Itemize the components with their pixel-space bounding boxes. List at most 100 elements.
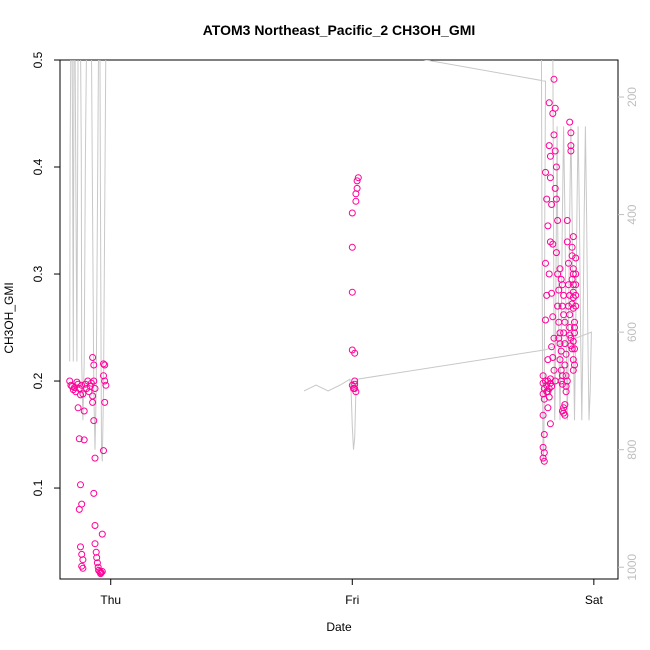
data-point	[77, 543, 84, 551]
x-tick-label: Sat	[585, 593, 604, 607]
right-axis: 200 400 600 800 1000	[618, 87, 639, 581]
data-point	[89, 398, 97, 406]
data-point	[546, 174, 554, 182]
data-point	[545, 99, 553, 107]
data-point	[94, 563, 102, 571]
data-point	[351, 349, 359, 357]
data-point	[78, 550, 86, 558]
data-point	[545, 142, 553, 150]
data-point	[565, 259, 572, 267]
data-point	[569, 337, 577, 345]
data-point	[554, 302, 562, 310]
plot-frame	[59, 59, 619, 580]
data-point	[556, 340, 564, 348]
data-point	[100, 447, 107, 455]
data-point	[566, 311, 574, 319]
data-point	[569, 366, 577, 374]
data-point	[348, 288, 356, 296]
data-point	[562, 350, 570, 358]
data-point	[569, 304, 577, 312]
data-point	[80, 436, 88, 444]
data-point	[550, 75, 558, 83]
data-point	[546, 152, 554, 160]
data-point	[567, 147, 575, 155]
data-point	[566, 324, 574, 331]
data-point	[74, 380, 82, 388]
data-point	[561, 411, 569, 419]
data-point	[98, 530, 106, 538]
data-point	[539, 454, 547, 462]
profile-line-layer	[69, 60, 592, 462]
data-point	[572, 302, 580, 310]
data-point	[571, 324, 578, 331]
data-point	[558, 380, 566, 388]
data-point	[571, 318, 578, 326]
data-point	[545, 270, 553, 278]
data-point	[100, 360, 107, 368]
data-point	[90, 489, 98, 497]
data-point	[561, 401, 569, 409]
data-point	[555, 286, 563, 294]
data-point	[546, 238, 554, 246]
x-tick-label: Thu	[100, 593, 121, 607]
chart-title: ATOM3 Northeast_Pacific_2 CH3OH_GMI	[203, 22, 476, 38]
data-point	[91, 522, 99, 529]
data-point	[548, 343, 556, 351]
data-point	[563, 238, 571, 246]
data-point	[549, 313, 557, 321]
data-point	[353, 177, 361, 185]
data-point	[551, 147, 559, 155]
data-point	[348, 381, 356, 389]
data-point	[568, 252, 576, 260]
data-point	[544, 404, 552, 412]
data-point	[544, 388, 552, 396]
data-point	[89, 392, 97, 400]
data-point	[549, 354, 557, 361]
data-point	[75, 505, 83, 513]
data-point	[542, 316, 549, 324]
data-point	[101, 377, 109, 385]
data-point	[563, 217, 571, 224]
data-point	[556, 356, 564, 364]
data-point	[569, 294, 577, 302]
data-point	[548, 289, 556, 297]
data-point	[568, 243, 576, 251]
data-point	[348, 243, 356, 251]
data-point	[92, 548, 100, 556]
data-point	[101, 361, 109, 369]
data-point	[91, 385, 99, 392]
data-point	[74, 404, 82, 412]
data-point	[90, 377, 98, 385]
data-point	[557, 347, 565, 355]
data-point	[565, 281, 572, 289]
y-tick-label: 0.4	[31, 158, 45, 175]
data-point	[572, 281, 580, 289]
y2-tick-label: 200	[625, 87, 639, 107]
data-point	[562, 382, 570, 390]
y-axis-label: CH3OH_GMI	[2, 282, 16, 353]
data-point	[549, 110, 557, 117]
data-point	[552, 195, 560, 203]
data-point	[542, 168, 549, 176]
data-point	[79, 564, 87, 572]
data-point	[572, 291, 580, 299]
data-point	[571, 329, 578, 337]
data-point	[87, 379, 95, 387]
data-point	[569, 281, 577, 289]
data-point	[571, 361, 578, 369]
data-point	[352, 197, 360, 205]
data-point	[97, 570, 105, 578]
data-point	[353, 184, 361, 192]
data-point	[98, 568, 106, 575]
data-point	[548, 201, 556, 208]
data-point	[552, 163, 560, 171]
data-point	[567, 142, 575, 150]
x-axis: Thu Fri Sat	[100, 579, 604, 607]
data-point	[556, 265, 564, 273]
data-point	[75, 435, 83, 443]
data-point	[90, 417, 98, 425]
data-point	[78, 381, 86, 389]
y-tick-label: 0.1	[31, 479, 45, 496]
y2-tick-label: 800	[625, 439, 639, 459]
data-point	[550, 334, 558, 342]
